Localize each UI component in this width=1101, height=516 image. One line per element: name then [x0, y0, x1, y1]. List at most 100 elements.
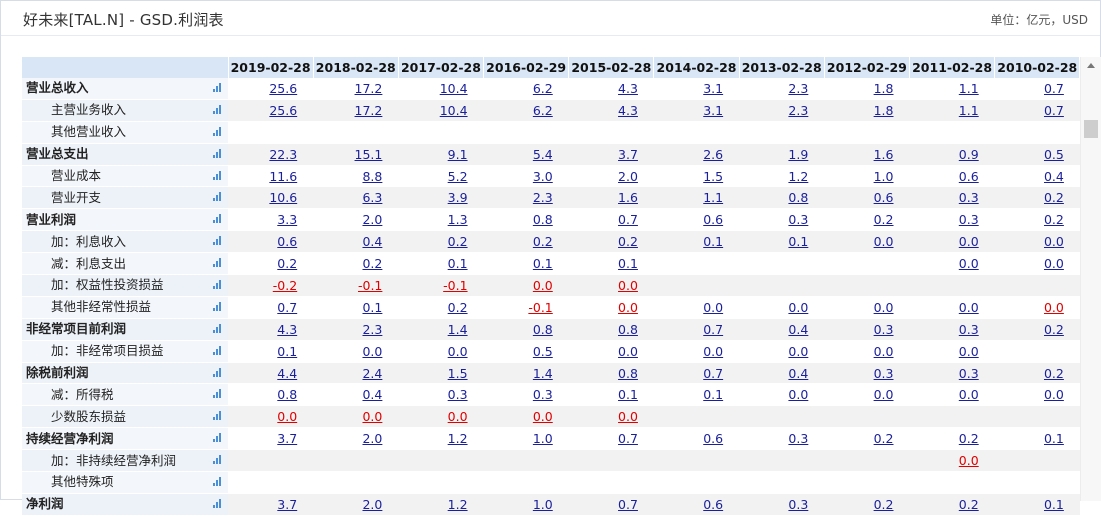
value-link[interactable]: 0.3 [788, 496, 809, 512]
value-link[interactable]: 0.7 [703, 365, 724, 381]
scroll-up-arrow-icon[interactable] [1081, 57, 1101, 75]
value-link[interactable]: 3.7 [618, 146, 638, 162]
value-link[interactable]: 22.3 [269, 146, 298, 162]
bar-chart-icon[interactable] [213, 411, 222, 421]
bar-chart-icon[interactable] [213, 498, 222, 508]
value-link[interactable]: 0.2 [873, 496, 894, 512]
value-link[interactable]: 2.4 [362, 365, 383, 381]
value-link[interactable]: 1.4 [447, 321, 468, 337]
bar-chart-icon[interactable] [213, 126, 222, 136]
value-link[interactable]: 0.0 [618, 299, 638, 315]
value-link[interactable]: 0.1 [532, 256, 553, 272]
value-link[interactable]: 1.6 [618, 190, 638, 206]
value-link[interactable]: -0.1 [357, 277, 383, 293]
value-link[interactable]: 17.2 [354, 80, 383, 96]
value-link[interactable]: -0.2 [272, 277, 298, 293]
value-link[interactable]: 0.7 [277, 299, 298, 315]
bar-chart-icon[interactable] [213, 214, 222, 224]
value-link[interactable]: 0.4 [362, 234, 383, 250]
value-link[interactable]: 0.3 [788, 431, 809, 447]
value-link[interactable]: 0.2 [447, 234, 468, 250]
value-link[interactable]: 0.7 [1043, 80, 1064, 96]
value-link[interactable]: 0.6 [873, 190, 894, 206]
value-link[interactable]: 0.6 [703, 212, 724, 228]
value-link[interactable]: 0.0 [1043, 387, 1064, 403]
value-link[interactable]: 0.4 [1043, 168, 1064, 184]
bar-chart-icon[interactable] [213, 192, 222, 202]
bar-chart-icon[interactable] [213, 345, 222, 355]
value-link[interactable]: 0.4 [362, 387, 383, 403]
value-link[interactable]: 1.1 [703, 190, 724, 206]
value-link[interactable]: 0.2 [1043, 190, 1064, 206]
value-link[interactable]: 0.6 [703, 496, 724, 512]
value-link[interactable]: 0.0 [1043, 256, 1064, 272]
value-link[interactable]: 3.1 [703, 102, 724, 118]
value-link[interactable]: 3.9 [447, 190, 468, 206]
value-link[interactable]: 0.0 [788, 299, 809, 315]
value-link[interactable]: 0.2 [277, 256, 298, 272]
value-link[interactable]: 1.0 [532, 496, 553, 512]
value-link[interactable]: 0.2 [873, 431, 894, 447]
bar-chart-icon[interactable] [213, 236, 222, 246]
value-link[interactable]: -0.1 [528, 299, 553, 315]
bar-chart-icon[interactable] [213, 389, 222, 399]
value-link[interactable]: 4.3 [277, 321, 298, 337]
value-link[interactable]: 0.2 [447, 299, 468, 315]
value-link[interactable]: 25.6 [269, 80, 298, 96]
value-link[interactable]: 0.0 [958, 234, 979, 250]
value-link[interactable]: 2.3 [532, 190, 553, 206]
value-link[interactable]: 0.1 [1043, 496, 1064, 512]
value-link[interactable]: 0.2 [873, 212, 894, 228]
value-link[interactable]: 0.3 [958, 190, 979, 206]
value-link[interactable]: 0.9 [958, 146, 979, 162]
value-link[interactable]: 1.3 [447, 212, 468, 228]
value-link[interactable]: 0.1 [277, 343, 298, 359]
value-link[interactable]: 0.2 [1043, 365, 1064, 381]
value-link[interactable]: 1.0 [532, 431, 553, 447]
value-link[interactable]: 0.0 [618, 343, 638, 359]
value-link[interactable]: 0.0 [958, 256, 979, 272]
value-link[interactable]: 2.0 [362, 496, 383, 512]
value-link[interactable]: 4.4 [277, 365, 298, 381]
value-link[interactable]: 25.6 [269, 102, 298, 118]
value-link[interactable]: 0.0 [447, 409, 468, 425]
bar-chart-icon[interactable] [213, 258, 222, 268]
value-link[interactable]: 10.4 [439, 102, 468, 118]
value-link[interactable]: 4.3 [618, 102, 638, 118]
value-link[interactable]: 1.2 [447, 496, 468, 512]
value-link[interactable]: 0.0 [447, 343, 468, 359]
value-link[interactable]: 0.7 [1043, 102, 1064, 118]
value-link[interactable]: 0.1 [447, 256, 468, 272]
value-link[interactable]: 0.0 [532, 277, 553, 293]
value-link[interactable]: 0.3 [788, 212, 809, 228]
value-link[interactable]: 8.8 [362, 168, 383, 184]
value-link[interactable]: 1.8 [873, 80, 894, 96]
value-link[interactable]: 17.2 [354, 102, 383, 118]
value-link[interactable]: 0.0 [958, 343, 979, 359]
value-link[interactable]: 0.1 [703, 387, 724, 403]
value-link[interactable]: 0.0 [873, 234, 894, 250]
value-link[interactable]: 0.3 [447, 387, 468, 403]
bar-chart-icon[interactable] [213, 104, 222, 114]
value-link[interactable]: 0.1 [362, 299, 383, 315]
bar-chart-icon[interactable] [213, 301, 222, 311]
value-link[interactable]: 1.2 [788, 168, 809, 184]
value-link[interactable]: 1.4 [532, 365, 553, 381]
value-link[interactable]: 0.5 [1043, 146, 1064, 162]
value-link[interactable]: 0.0 [703, 299, 724, 315]
value-link[interactable]: 0.2 [1043, 321, 1064, 337]
value-link[interactable]: 0.8 [618, 321, 638, 337]
value-link[interactable]: 0.8 [618, 365, 638, 381]
value-link[interactable]: 1.1 [958, 80, 979, 96]
value-link[interactable]: 0.0 [618, 277, 638, 293]
value-link[interactable]: 2.0 [618, 168, 638, 184]
value-link[interactable]: 1.9 [788, 146, 809, 162]
value-link[interactable]: 2.0 [362, 212, 383, 228]
value-link[interactable]: 0.0 [618, 409, 638, 425]
value-link[interactable]: 0.7 [703, 321, 724, 337]
value-link[interactable]: 0.7 [618, 212, 638, 228]
value-link[interactable]: 4.3 [618, 80, 638, 96]
value-link[interactable]: 0.0 [873, 343, 894, 359]
value-link[interactable]: 0.8 [532, 212, 553, 228]
value-link[interactable]: 3.0 [532, 168, 553, 184]
